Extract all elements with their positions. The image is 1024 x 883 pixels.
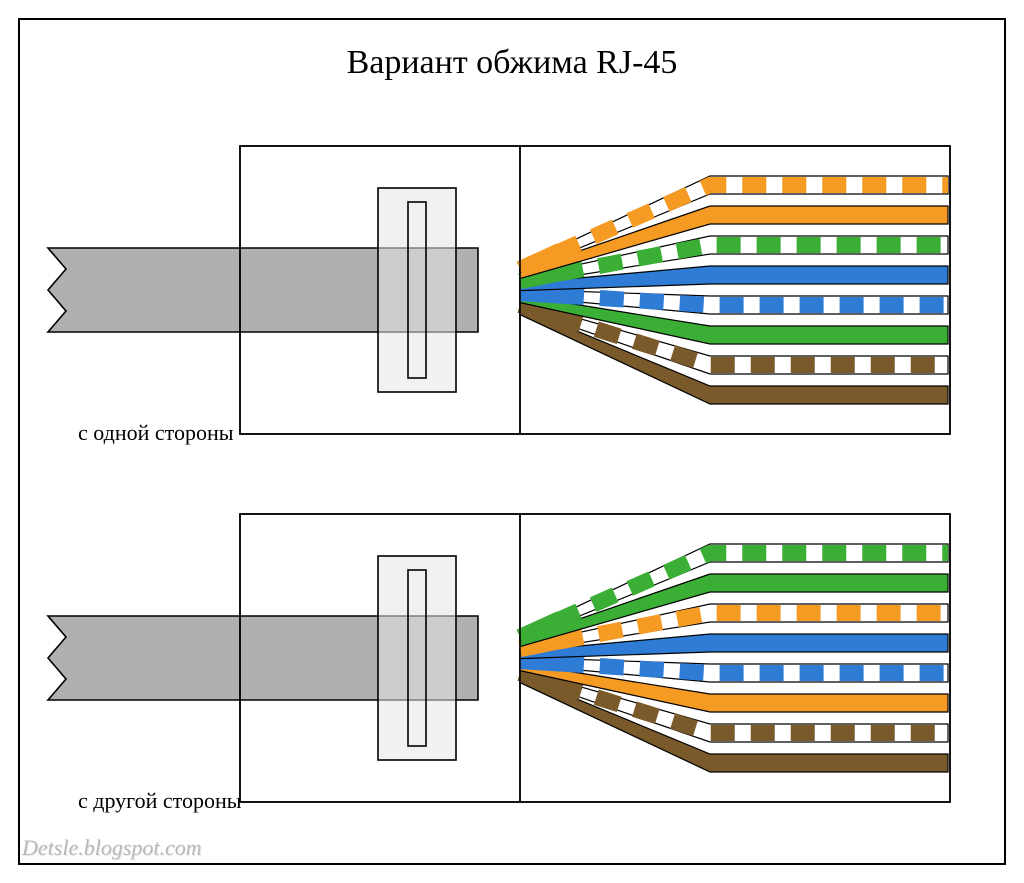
watermark-text: Detsle.blogspot.com	[22, 835, 202, 861]
label-side-one: с одной стороны	[78, 420, 234, 446]
label-side-two: с другой стороны	[78, 788, 242, 814]
page-title: Вариант обжима RJ-45	[0, 44, 1024, 82]
diagram-frame: Вариант обжима RJ-45 с одной стороны с д…	[0, 0, 1024, 883]
